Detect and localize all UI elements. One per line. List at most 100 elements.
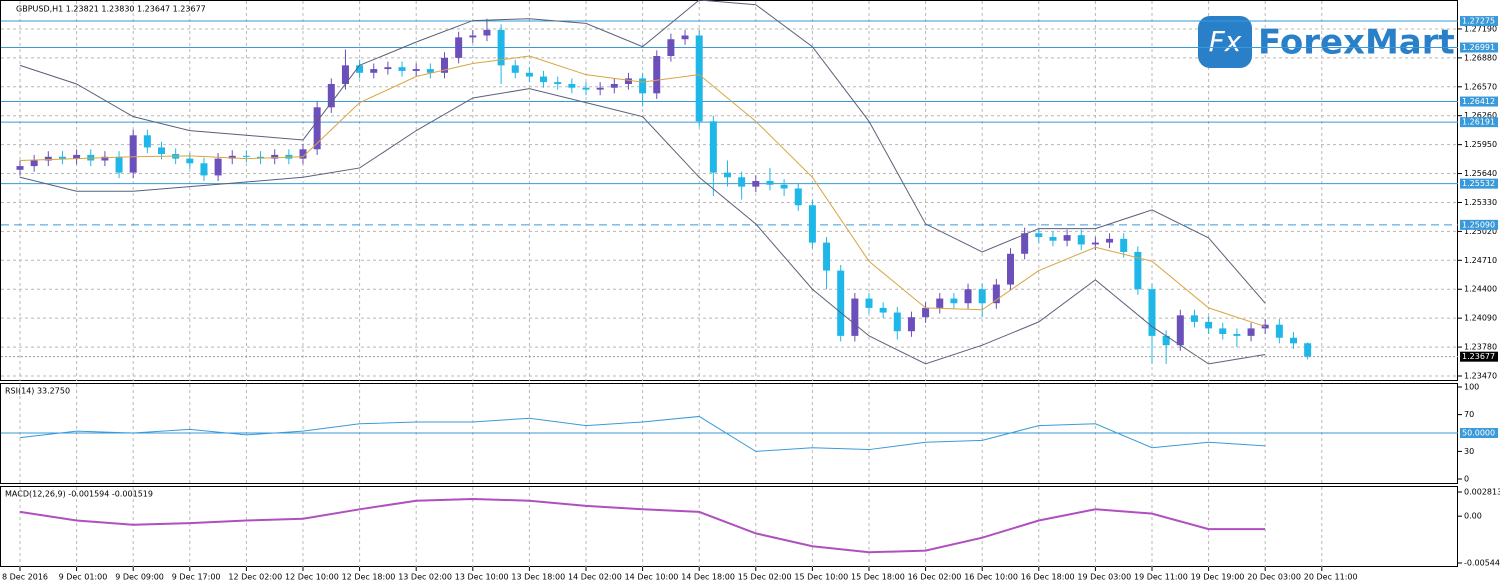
candle-body (455, 37, 463, 58)
x-tick-label: 20 Dec 11:00 (1304, 573, 1358, 582)
candle-body (823, 242, 831, 271)
y-tick-label: 1.25950 (1464, 140, 1497, 149)
x-tick-label: 14 Dec 02:00 (568, 573, 622, 582)
x-tick-label: 8 Dec 2016 (2, 573, 48, 582)
y-tick-label: 1.24400 (1464, 285, 1497, 294)
candle-body (497, 29, 505, 66)
level-label-bg (1460, 96, 1498, 107)
candle-body (907, 317, 915, 332)
candle-body (865, 298, 873, 308)
x-tick-label: 9 Dec 17:00 (172, 573, 221, 582)
indicator-line (19, 88, 1266, 365)
level-label-bg (1460, 16, 1498, 27)
rsi-title: RSI(14) 33.2750 (5, 387, 70, 396)
candle-body (1063, 235, 1071, 241)
candle-body (271, 154, 279, 159)
candle-body (695, 35, 703, 122)
candle-body (1134, 251, 1142, 290)
candle-body (115, 156, 123, 173)
candle-body (469, 35, 477, 38)
candle-body (341, 65, 349, 84)
x-tick-label: 13 Dec 02:00 (398, 573, 452, 582)
candle-body (681, 35, 689, 40)
candle-body (158, 147, 165, 154)
x-tick-label: 15 Dec 02:00 (738, 573, 792, 582)
y-tick-label: -0.005444 (1464, 559, 1500, 568)
candle-body (356, 65, 364, 73)
candle-body (964, 289, 972, 304)
x-tick-label: 13 Dec 18:00 (511, 573, 565, 582)
candle-body (851, 298, 859, 336)
candle-body (596, 87, 604, 90)
x-tick-label: 12 Dec 10:00 (285, 573, 339, 582)
level-label: 1.26412 (1462, 97, 1495, 106)
candle-body (1275, 324, 1283, 338)
candle-body (242, 155, 250, 157)
x-tick-label: 16 Dec 10:00 (964, 573, 1018, 582)
candle-body (794, 188, 802, 206)
candle-body (1021, 233, 1029, 254)
candle-body (752, 181, 760, 187)
candle-body (738, 177, 746, 187)
y-tick-label: 1.23780 (1464, 343, 1497, 352)
candle-body (186, 158, 194, 164)
y-tick-label: 1.26570 (1464, 82, 1497, 91)
x-tick-label: 19 Dec 19:00 (1191, 573, 1245, 582)
candle-body (554, 82, 562, 84)
candle-body (525, 72, 533, 77)
level-label: 1.26191 (1462, 118, 1495, 127)
indicator-line (19, 0, 1266, 304)
logo-text: ForexMart (1258, 23, 1455, 63)
candle-body (582, 87, 590, 90)
x-tick-label: 16 Dec 02:00 (908, 573, 962, 582)
candle-body (44, 156, 52, 161)
candle-body (936, 298, 944, 308)
candle-body (1077, 235, 1085, 245)
candle-body (837, 270, 845, 336)
candle-body (780, 184, 788, 189)
x-tick-label: 15 Dec 18:00 (851, 573, 905, 582)
current-price-label: 1.23677 (1462, 352, 1495, 361)
candle-body (129, 135, 137, 173)
candle-body (370, 69, 378, 73)
y-tick-label: 1.23470 (1464, 371, 1497, 380)
candle-body (1106, 238, 1114, 243)
level-label-bg (1460, 219, 1498, 230)
candle-body (1176, 315, 1184, 346)
indicator-line (19, 415, 1266, 452)
level-label: 1.25090 (1462, 220, 1495, 229)
candle-body (1233, 334, 1241, 336)
logo-icon-text: Fx (1209, 25, 1242, 58)
candle-body (1190, 315, 1198, 322)
candle-body (624, 78, 632, 84)
y-tick-label: 1.26880 (1464, 53, 1497, 62)
candle-body (441, 57, 448, 73)
y-tick-label: 100 (1464, 383, 1479, 392)
candle-body (511, 65, 519, 73)
candle-body (1247, 328, 1255, 336)
candle-body (922, 307, 930, 318)
level-label-bg (1460, 428, 1498, 438)
x-tick-label: 15 Dec 10:00 (794, 573, 848, 582)
candle-body (1035, 233, 1043, 237)
level-label: 50.0000 (1462, 429, 1495, 438)
candle-body (1290, 337, 1297, 344)
candle-body (327, 83, 335, 108)
current-price-bg (1460, 351, 1498, 362)
level-label: 1.26991 (1462, 43, 1495, 52)
x-tick-label: 14 Dec 10:00 (625, 573, 679, 582)
candle-body (299, 149, 307, 159)
candle-body (766, 181, 774, 185)
candle-body (879, 307, 887, 313)
y-tick-label: 70 (1464, 410, 1474, 419)
candle-body (200, 163, 208, 176)
y-tick-label: 1.25330 (1464, 198, 1497, 207)
x-tick-label: 14 Dec 18:00 (681, 573, 735, 582)
candle-body (610, 83, 618, 88)
candle-body (667, 39, 675, 57)
candle-body (16, 166, 24, 170)
x-tick-label: 13 Dec 10:00 (455, 573, 509, 582)
level-label-bg (1460, 42, 1498, 53)
